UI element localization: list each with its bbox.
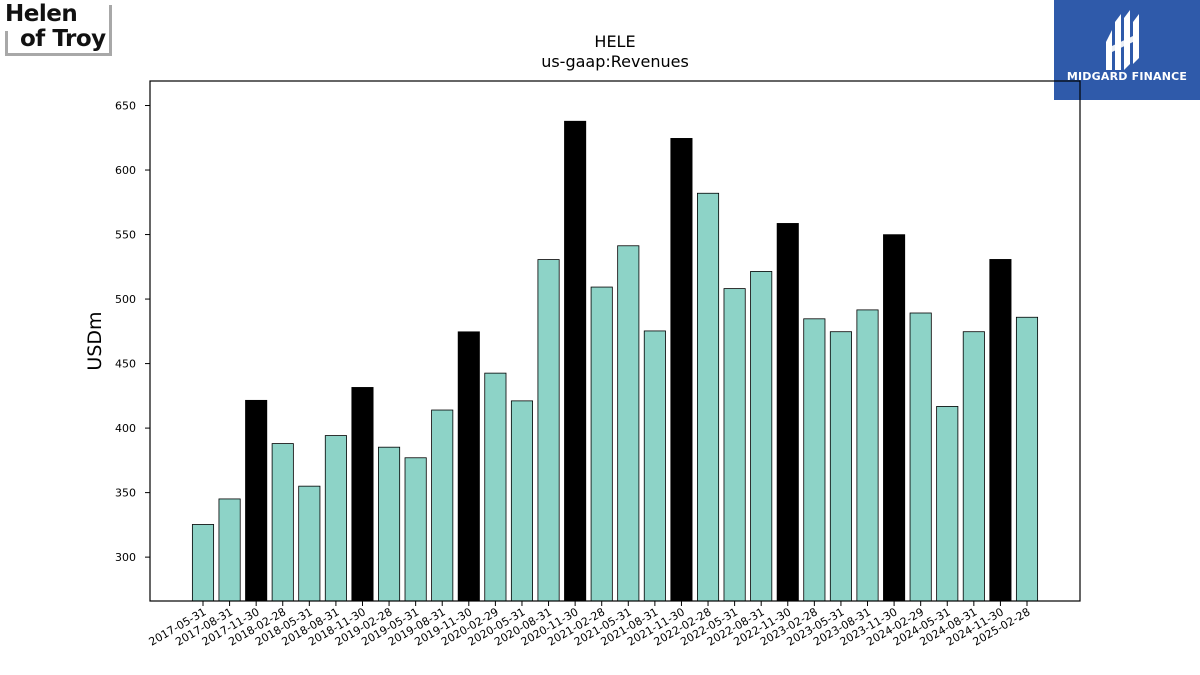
y-tick-label: 300: [115, 551, 136, 564]
bar-2024-08-31: [962, 331, 985, 602]
bar-2025-02-28: [1015, 316, 1039, 602]
bar-2024-02-29: [909, 312, 932, 602]
bar-2020-11-30: [564, 120, 587, 602]
bar-2023-08-31: [856, 309, 879, 602]
helen-of-troy-logo: Helen of Troy: [5, 1, 112, 56]
bar-2022-11-30: [776, 223, 799, 602]
logo-text-of-troy: of Troy: [20, 26, 106, 52]
y-tick-label: 500: [115, 293, 136, 306]
bar-2022-05-31: [723, 288, 746, 602]
bar-2021-11-30: [670, 138, 693, 602]
midgard-emblem-icon: [1106, 10, 1139, 70]
bar-2020-08-31: [537, 259, 560, 602]
y-tick-label: 650: [115, 100, 136, 113]
bar-2024-11-30: [989, 259, 1012, 602]
bar-2023-11-30: [883, 234, 906, 602]
bar-2017-08-31: [218, 498, 241, 602]
bar-2019-11-30: [457, 331, 480, 602]
logo-text-midgard-finance: MIDGARD FINANCE: [1066, 70, 1188, 83]
logo-frame-vertical: [5, 31, 8, 56]
chart-subtitle: us-gaap:Revenues: [541, 52, 689, 71]
bar-2018-08-31: [324, 435, 347, 602]
y-tick-label: 350: [115, 487, 136, 500]
bar-2017-05-31: [191, 524, 215, 602]
bar-2019-02-28: [378, 446, 401, 602]
bar-2021-08-31: [643, 330, 666, 602]
bar-2023-05-31: [829, 331, 852, 602]
bar-2020-02-29: [484, 372, 507, 602]
y-axis-label: USDm: [84, 311, 106, 370]
bar-2018-05-31: [298, 485, 321, 602]
bar-2022-08-31: [750, 271, 773, 602]
midgard-finance-logo: MIDGARD FINANCE: [1054, 0, 1200, 100]
bar-2018-02-28: [271, 443, 294, 602]
bar-2019-05-31: [404, 457, 427, 602]
y-tick-label: 450: [115, 358, 136, 371]
y-tick-label: 550: [115, 229, 136, 242]
bar-2024-05-31: [936, 406, 959, 602]
logo-text-helen: Helen: [5, 1, 78, 27]
bar-2023-02-28: [803, 318, 826, 602]
plot-frame: [149, 80, 1081, 602]
bar-2021-05-31: [617, 245, 640, 602]
y-tick-label: 400: [115, 422, 136, 435]
logo-frame-horizontal: [5, 53, 20, 56]
bar-2020-05-31: [510, 400, 533, 602]
y-tick-label: 600: [115, 164, 136, 177]
chart-title: HELE: [594, 32, 636, 51]
bar-2022-02-28: [697, 192, 720, 602]
bar-2019-08-31: [431, 409, 454, 602]
bar-2021-02-28: [590, 286, 613, 602]
bar-2017-11-30: [245, 399, 268, 602]
bar-2018-11-30: [351, 387, 374, 602]
